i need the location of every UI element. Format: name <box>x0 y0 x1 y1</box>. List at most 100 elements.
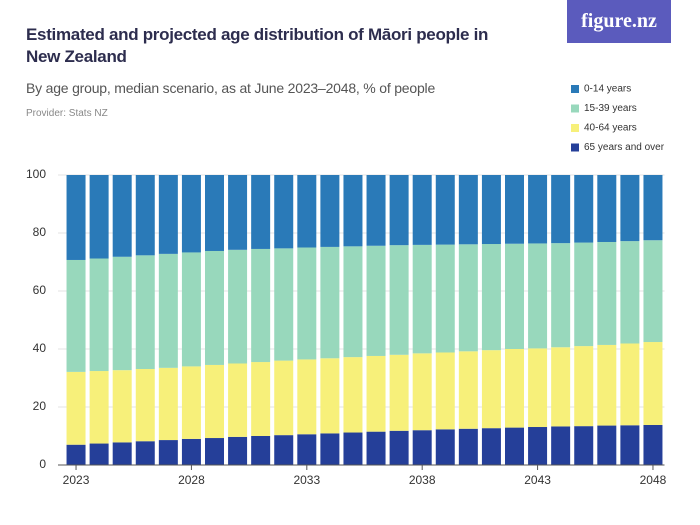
bar-segment <box>389 354 409 431</box>
bar-segment <box>89 175 109 259</box>
bar-segment <box>205 364 224 439</box>
bar-segment <box>205 250 224 365</box>
bar-segment <box>135 441 155 465</box>
bar-segment <box>574 346 594 427</box>
bar-segment <box>343 175 363 247</box>
y-tick-label: 60 <box>33 283 47 297</box>
bar-segment <box>181 366 201 439</box>
bar-segment <box>597 344 617 426</box>
bar-segment <box>320 433 340 465</box>
y-tick-label: 80 <box>33 225 47 239</box>
legend-swatch <box>571 143 579 152</box>
bar-segment <box>89 443 109 465</box>
x-tick-label: 2023 <box>63 473 90 487</box>
chart-subtitle: By age group, median scenario, as at Jun… <box>26 80 436 96</box>
bar-segment <box>551 347 571 427</box>
bar-segment <box>412 244 432 354</box>
bar-segment <box>505 349 524 428</box>
legend-label: 65 years and over <box>584 142 665 153</box>
x-tick-label: 2043 <box>524 473 551 487</box>
bar-segment <box>435 429 455 465</box>
x-tick-label: 2038 <box>409 473 436 487</box>
y-tick-label: 20 <box>33 399 47 413</box>
bar-segment <box>528 427 548 465</box>
bar-segment <box>228 363 248 437</box>
bar-segment <box>112 442 132 465</box>
bar-segment <box>343 357 363 433</box>
bar-segment <box>505 243 524 349</box>
bar-segment <box>66 444 86 465</box>
bar-segment <box>528 243 548 349</box>
bar-segment <box>228 175 248 250</box>
bar-segment <box>412 175 432 245</box>
bar-segment <box>412 430 432 465</box>
bar-segment <box>205 175 224 251</box>
x-tick-label: 2048 <box>640 473 667 487</box>
bar-segment <box>320 175 340 247</box>
logo[interactable]: figure.nz <box>567 0 671 43</box>
y-tick-label: 100 <box>26 167 46 181</box>
bar-segment <box>66 371 86 445</box>
bar-segment <box>620 241 640 344</box>
bar-segment <box>620 175 640 242</box>
bar-segment <box>551 243 571 348</box>
bar-segment <box>481 428 501 465</box>
bar-segment <box>297 359 317 435</box>
bar-segment <box>528 348 548 428</box>
bar-segment <box>320 246 340 359</box>
legend-label: 40-64 years <box>584 123 637 134</box>
bar-segment <box>574 242 594 347</box>
bar-segment <box>135 255 155 370</box>
bar-segment <box>620 343 640 426</box>
bar-segment <box>274 248 294 361</box>
bar-segment <box>389 430 409 465</box>
bar-segment <box>597 175 617 242</box>
bar-segment <box>435 244 455 353</box>
bar-segment <box>274 175 294 249</box>
chart-title: Estimated and projected age distribution… <box>26 25 489 66</box>
bar-segment <box>643 342 663 425</box>
bar-segment <box>297 434 317 465</box>
bar-segment <box>66 259 86 372</box>
bar-segment <box>158 440 178 465</box>
legend-swatch <box>571 104 579 113</box>
bar-segment <box>366 431 386 465</box>
bar-segment <box>458 244 478 352</box>
bar-segment <box>89 371 109 444</box>
legend-label: 0-14 years <box>584 84 631 95</box>
bar-segment <box>343 432 363 465</box>
x-tick-label: 2033 <box>293 473 320 487</box>
bar-segment <box>366 355 386 432</box>
bar-segment <box>597 425 617 465</box>
bar-segment <box>158 175 178 254</box>
bar-segment <box>412 353 432 431</box>
bar-segment <box>297 175 317 248</box>
bar-segment <box>251 248 271 363</box>
bar-segment <box>251 436 271 465</box>
y-tick-label: 40 <box>33 341 47 355</box>
bar-segment <box>458 175 478 245</box>
bar-segment <box>228 249 248 364</box>
bar-segment <box>181 438 201 465</box>
bar-segment <box>89 258 109 372</box>
bar-segment <box>228 436 248 465</box>
bar-segment <box>297 247 317 360</box>
bar-segment <box>643 175 663 241</box>
bar-segment <box>112 175 132 257</box>
x-tick-label: 2028 <box>178 473 205 487</box>
bar-segment <box>481 244 501 351</box>
bar-segment <box>574 426 594 465</box>
bar-segment <box>181 175 201 253</box>
bar-segment <box>320 358 340 434</box>
provider: Provider: Stats NZ <box>26 108 108 119</box>
bar-segment <box>458 428 478 465</box>
bar-segment <box>551 426 571 465</box>
bar-segment <box>435 175 455 245</box>
bar-segment <box>66 175 86 260</box>
bar-segment <box>251 175 271 249</box>
bar-segment <box>597 241 617 345</box>
bar-segment <box>343 246 363 358</box>
bar-segment <box>643 424 663 465</box>
